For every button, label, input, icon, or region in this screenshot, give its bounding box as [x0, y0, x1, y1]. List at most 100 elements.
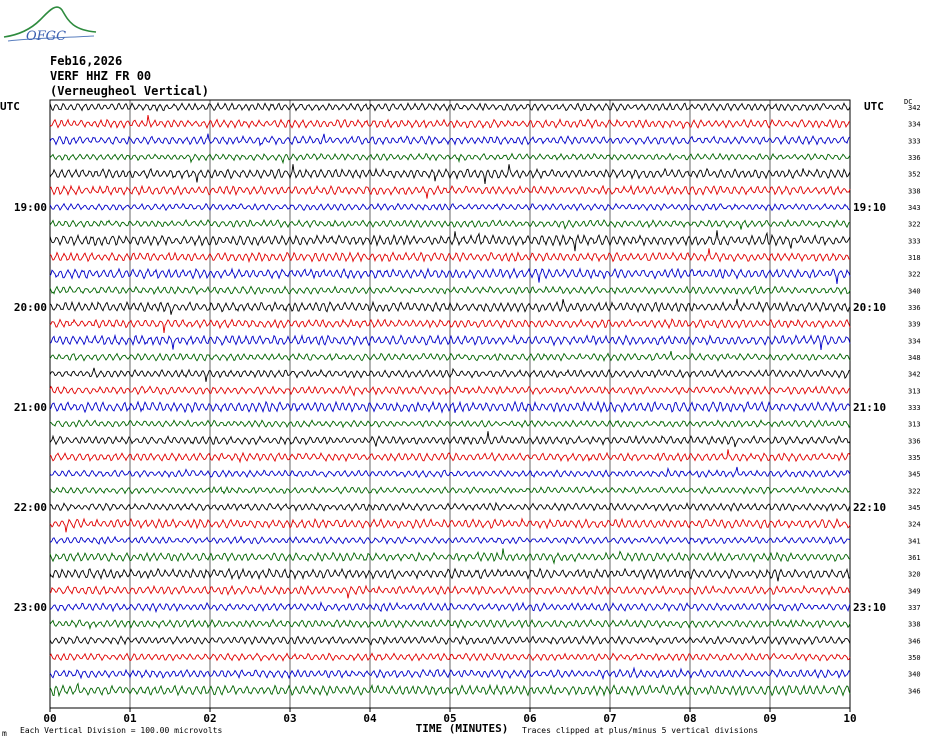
- dc-offset-value: 361: [908, 554, 921, 562]
- right-time-label: 22:10: [853, 501, 886, 514]
- dc-offset-value: 336: [908, 154, 921, 162]
- x-tick-label: 08: [683, 712, 696, 725]
- dc-offset-value: 334: [908, 337, 921, 345]
- seismic-trace: [49, 101, 851, 113]
- dc-offset-value: 333: [908, 404, 921, 412]
- seismic-trace: [49, 567, 851, 582]
- dc-offset-value: 348: [908, 354, 921, 362]
- seismic-trace: [49, 164, 851, 184]
- dc-offset-value: 333: [908, 237, 921, 245]
- dc-offset-value: 334: [908, 121, 921, 129]
- seismic-trace: [49, 333, 851, 351]
- x-tick-label: 06: [523, 712, 537, 725]
- dc-offset-value: 350: [908, 654, 921, 662]
- x-axis-title: TIME (MINUTES): [416, 722, 509, 735]
- seismic-trace: [49, 517, 851, 533]
- seismic-trace: [49, 584, 851, 599]
- ofgc-logo: OFGC: [3, 6, 97, 44]
- seismic-trace: [49, 485, 851, 495]
- dc-offset-value: 340: [908, 287, 921, 295]
- x-tick-label: 03: [283, 712, 296, 725]
- chart-date: Feb16,2026: [50, 54, 123, 68]
- left-time-label: 19:00: [14, 201, 47, 214]
- dc-offset-value: 346: [908, 637, 921, 645]
- seismic-trace: [49, 449, 851, 464]
- dc-offset-value: 339: [908, 321, 921, 329]
- dc-offset-value: 320: [908, 571, 921, 579]
- scale-note: Each Vertical Division = 100.00 microvol…: [20, 726, 223, 735]
- dc-offset-value: 349: [908, 587, 921, 595]
- seismic-trace: [49, 385, 851, 397]
- station-description: (Verneugheol Vertical): [50, 84, 209, 98]
- seismic-trace: [49, 501, 851, 513]
- x-tick-label: 05: [443, 712, 456, 725]
- seismic-trace: [49, 652, 851, 662]
- dc-offset-value: 337: [908, 604, 921, 612]
- dc-offset-value: 336: [908, 304, 921, 312]
- logo-text: OFGC: [26, 29, 66, 44]
- seismic-trace: [49, 202, 851, 212]
- right-time-label: 20:10: [853, 301, 886, 314]
- seismic-trace: [49, 419, 851, 429]
- seismic-trace: [49, 248, 851, 264]
- seismic-trace: [49, 152, 851, 165]
- x-tick-label: 09: [763, 712, 776, 725]
- x-tick-label: 07: [603, 712, 616, 725]
- dc-offset-value: 342: [908, 104, 921, 112]
- dc-offset-value: 352: [908, 171, 921, 179]
- seismic-trace: [49, 431, 851, 448]
- dc-offset-value: 346: [908, 687, 921, 695]
- seismic-trace: [49, 350, 851, 362]
- seismic-trace: [49, 184, 851, 199]
- dc-offset-value: 340: [908, 671, 921, 679]
- seismic-trace: [49, 618, 851, 630]
- seismic-trace: [49, 230, 851, 252]
- left-utc-label: UTC: [0, 100, 20, 113]
- right-time-label: 21:10: [853, 401, 886, 414]
- seismic-trace: [49, 400, 851, 414]
- dc-offset-value: 345: [908, 504, 921, 512]
- dc-offset-value: 313: [908, 421, 921, 429]
- dc-offset-value: 318: [908, 254, 921, 262]
- clip-note: Traces clipped at plus/minus 5 vertical …: [522, 726, 759, 735]
- seismic-trace: [49, 298, 851, 315]
- station-code: VERF HHZ FR 00: [50, 69, 152, 83]
- seismic-trace: [49, 218, 851, 230]
- dc-offset-value: 345: [908, 471, 921, 479]
- left-time-label: 20:00: [14, 301, 47, 314]
- left-time-label: 22:00: [14, 501, 47, 514]
- seismic-trace: [49, 267, 851, 284]
- dc-offset-value: 322: [908, 221, 921, 229]
- dc-offset-value: 333: [908, 137, 921, 145]
- dc-offset-value: 341: [908, 537, 921, 545]
- right-utc-label: UTC: [864, 100, 884, 113]
- seismic-trace: [49, 535, 851, 545]
- left-time-label: 21:00: [14, 401, 47, 414]
- seismic-trace: [49, 114, 851, 130]
- dc-offset-value: 338: [908, 187, 921, 195]
- x-tick-label: 01: [123, 712, 137, 725]
- x-tick-label: 10: [843, 712, 856, 725]
- seismic-trace: [49, 635, 851, 646]
- footer-mark: m: [2, 729, 7, 738]
- seismic-trace: [49, 285, 851, 296]
- seismic-trace: [49, 133, 851, 147]
- dc-offset-value: 335: [908, 454, 921, 462]
- left-time-label: 23:00: [14, 601, 47, 614]
- seismic-trace: [49, 466, 851, 479]
- seismic-trace: [49, 318, 851, 333]
- seismic-trace: [49, 601, 851, 614]
- x-tick-label: 02: [203, 712, 216, 725]
- x-tick-label: 04: [363, 712, 377, 725]
- dc-offset-value: 343: [908, 204, 921, 212]
- dc-offset-value: 324: [908, 521, 921, 529]
- dc-offset-value: 342: [908, 371, 921, 379]
- seismic-trace: [49, 666, 851, 681]
- dc-offset-value: 313: [908, 387, 921, 395]
- dc-offset-value: 322: [908, 271, 921, 279]
- seismic-trace: [49, 367, 851, 382]
- dc-column-label: DC: [904, 98, 913, 106]
- dc-offset-value: 322: [908, 487, 921, 495]
- x-tick-label: 00: [43, 712, 56, 725]
- seismic-trace: [49, 548, 851, 565]
